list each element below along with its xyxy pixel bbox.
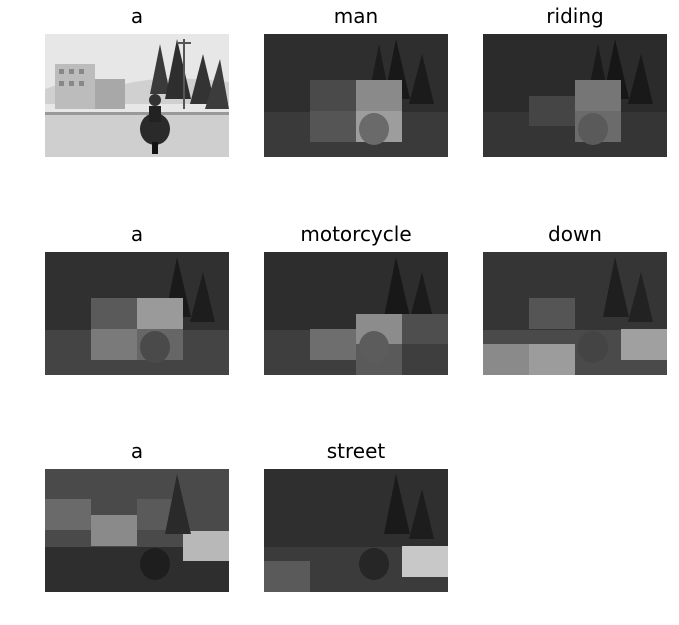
attention-map [264,34,448,157]
panel-title: street [326,439,386,463]
attention-map [483,252,667,375]
panel-title: a [130,222,144,246]
attention-map [264,469,448,592]
panel-title: a [130,439,144,463]
panel-title: a [130,4,144,28]
attention-map [45,252,229,375]
panel-title: riding [546,4,604,28]
street-photo [45,34,229,157]
panel-title: motorcycle [300,222,412,246]
attention-map [45,469,229,592]
panel-title: down [548,222,602,246]
attention-map [264,252,448,375]
attention-map [483,34,667,157]
panel-title: man [333,4,379,28]
